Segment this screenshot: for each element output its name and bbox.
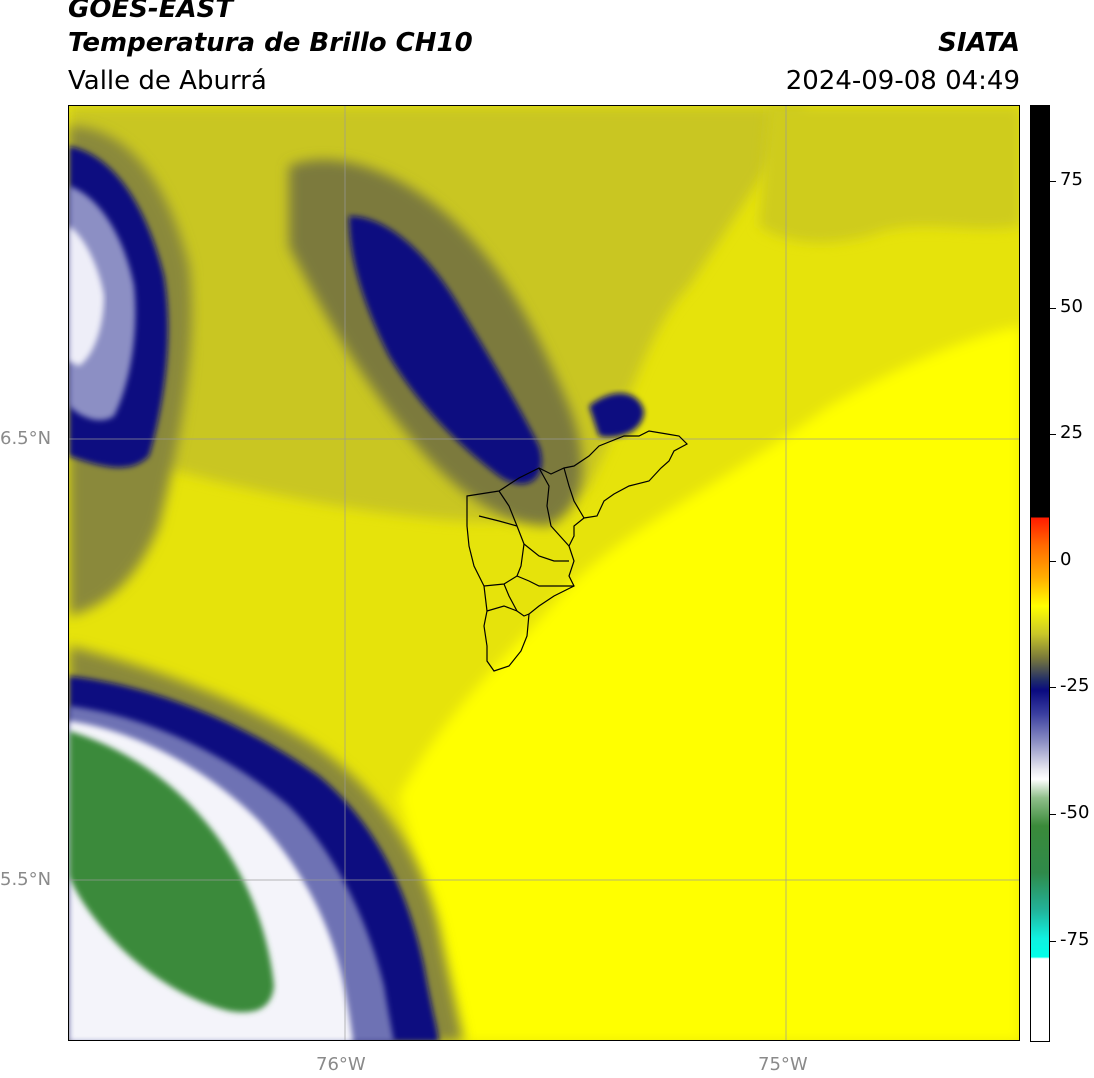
- bright-yellow-region: [399, 326, 1019, 1040]
- olive-ne-region: [759, 106, 1019, 243]
- map-panel[interactable]: [68, 105, 1020, 1041]
- colorbar-tick-label: 75: [1060, 168, 1083, 190]
- colorbar-tick-mark: [1050, 434, 1056, 436]
- colorbar-tick-label: 0: [1060, 548, 1072, 570]
- colorbar-tick-mark: [1050, 687, 1056, 689]
- lon-label-75w: 75°W: [758, 1054, 808, 1075]
- organization-label: SIATA: [938, 28, 1020, 58]
- lat-label-6-5n: 6.5°N: [0, 428, 52, 449]
- municipal-boundaries: [466, 430, 688, 672]
- white-west: [69, 226, 104, 366]
- colorbar-tick-mark: [1050, 814, 1056, 816]
- title-line2: Temperatura de Brillo CH10: [68, 28, 473, 58]
- colorbar-tick-label: -75: [1060, 928, 1090, 950]
- satellite-field: [69, 106, 1019, 1040]
- colorbar-tick-label: 50: [1060, 295, 1083, 317]
- lat-label-5-5n: 5.5°N: [0, 869, 52, 890]
- colorbar: [1030, 105, 1050, 1042]
- subtitle: Valle de Aburrá: [68, 66, 267, 96]
- colorbar-tick-mark: [1050, 560, 1056, 562]
- navy-spot: [589, 393, 644, 438]
- colorbar-tick-mark: [1050, 180, 1056, 182]
- title-line1: GOES-EAST: [68, 0, 234, 24]
- green-sw-core: [69, 731, 274, 1013]
- colorbar-tick-mark: [1050, 307, 1056, 309]
- navy-streak: [349, 216, 542, 485]
- lon-label-76w: 76°W: [316, 1054, 366, 1075]
- colorbar-tick-label: -25: [1060, 675, 1090, 697]
- colorbar-tick-label: 25: [1060, 422, 1083, 444]
- colorbar-tick-mark: [1050, 940, 1056, 942]
- datetime-label: 2024-09-08 04:49: [785, 66, 1020, 96]
- colorbar-tick-label: -50: [1060, 802, 1090, 824]
